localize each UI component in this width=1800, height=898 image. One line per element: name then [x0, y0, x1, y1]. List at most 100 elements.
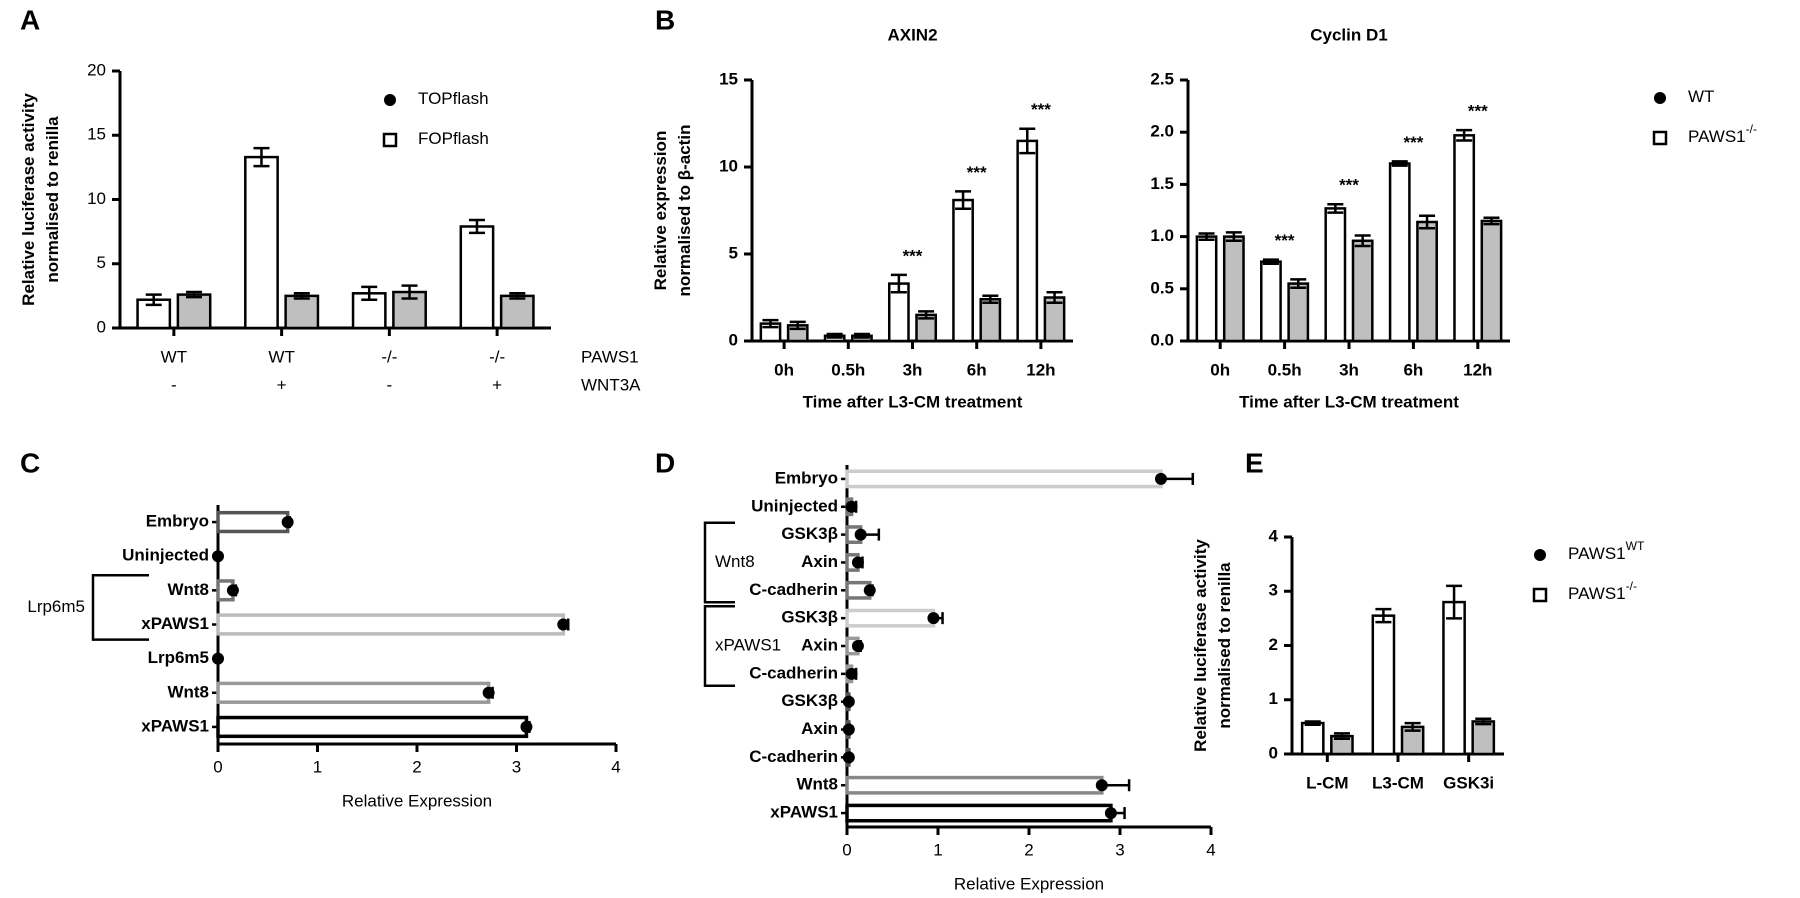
significance: *** [1403, 133, 1423, 152]
data-point [1154, 472, 1167, 485]
data-point [854, 528, 867, 541]
row-label: WNT3A [581, 375, 641, 394]
significance: *** [1339, 176, 1359, 195]
y-tick-label: Uninjected [751, 496, 838, 515]
y-tick-label: 2.0 [1150, 122, 1174, 141]
significance: *** [903, 246, 923, 265]
y-axis-label-line: normalised to renilla [43, 116, 62, 283]
x-tick-label: 2 [412, 757, 421, 776]
data-point [845, 500, 858, 513]
y-tick-label: 2 [1269, 635, 1278, 654]
x-tick-label: 0 [842, 840, 851, 859]
legend-name: PAWS1 [1568, 544, 1626, 563]
x-tick-label: -/- [489, 347, 505, 366]
y-tick-label: 2.5 [1150, 69, 1174, 88]
significance: *** [1275, 231, 1295, 250]
x-tick-label: WT [161, 347, 187, 366]
chart-title: AXIN2 [887, 25, 937, 44]
x-tick-label: 2 [1024, 840, 1033, 859]
legend-label: TOPflash [418, 89, 489, 108]
bar [1195, 235, 1218, 343]
panel-letter: D [655, 447, 675, 478]
x-tick-label: L-CM [1306, 773, 1348, 792]
x-axis-label: Time after L3-CM treatment [1239, 392, 1459, 411]
y-tick-label: 20 [87, 60, 106, 79]
bar [1260, 260, 1282, 343]
y-axis-label-text: Relative luciferase activity normalised t… [19, 93, 62, 306]
y-axis-label: Relative expression normalised to β-actin [651, 125, 694, 297]
data-point [842, 695, 855, 708]
y-tick-label: xPAWS1 [141, 614, 209, 633]
y-tick-label: Lrp6m5 [148, 648, 209, 667]
y-tick-label: 1.5 [1150, 174, 1174, 193]
x-tick-label: 6h [1403, 360, 1423, 379]
x-tick-label: 0.5h [831, 360, 865, 379]
significance: *** [1031, 100, 1051, 119]
x-tick-label: 12h [1463, 360, 1492, 379]
bar [216, 510, 290, 534]
data-point [212, 550, 224, 563]
bar [1471, 720, 1496, 756]
x-tick-label: 3 [512, 757, 521, 776]
y-tick-label: Embryo [146, 512, 209, 531]
y-tick-label: Uninjected [122, 546, 209, 565]
bar [845, 803, 1113, 823]
data-point [863, 584, 876, 597]
y-tick-label: Wnt8 [167, 682, 209, 701]
y-tick-label: xPAWS1 [141, 716, 209, 735]
bar [845, 775, 1104, 795]
data-point [1104, 807, 1117, 820]
data-point [281, 516, 294, 529]
bar [845, 608, 936, 628]
x-tick-label: 0h [774, 360, 794, 379]
y-tick-label: xPAWS1 [770, 803, 838, 822]
x-tick-label-2: - [171, 375, 177, 394]
y-tick-label: 0.0 [1150, 330, 1174, 349]
x-tick-label: 0.5h [1268, 360, 1302, 379]
bar [979, 297, 1002, 343]
data-point [927, 612, 940, 625]
x-axis-label: Relative Expression [954, 874, 1104, 893]
x-tick-label: WT [268, 347, 294, 366]
bar [1016, 139, 1039, 343]
bar [1351, 239, 1374, 343]
bar [1287, 282, 1310, 343]
y-tick-label: 4 [1269, 526, 1279, 545]
y-tick-label: Embryo [775, 468, 838, 487]
bar [845, 469, 1163, 489]
bar [284, 294, 320, 330]
x-tick-label: GSK3i [1443, 773, 1494, 792]
y-tick-label: C-cadherin [749, 747, 838, 766]
y-tick-label: Axin [801, 719, 838, 738]
y-tick-label: C-cadherin [749, 580, 838, 599]
legend-superscript: -/- [1746, 122, 1757, 136]
group-label: xPAWS1 [715, 635, 781, 654]
y-axis-label-line: normalised to β-actin [675, 125, 694, 297]
y-tick-label: Axin [801, 552, 838, 571]
legend-marker [1654, 92, 1666, 104]
x-tick-label: 0h [1210, 360, 1230, 379]
y-tick-label: 10 [719, 156, 738, 175]
legend-name: FOPflash [418, 129, 489, 148]
x-axis-label: Relative Expression [342, 791, 492, 810]
data-point [482, 686, 495, 699]
panel-letter: B [655, 4, 675, 35]
x-tick-label: 1 [933, 840, 942, 859]
y-tick-label: 15 [87, 125, 106, 144]
row-label: PAWS1 [581, 347, 639, 366]
x-tick-label: L3-CM [1372, 773, 1424, 792]
data-point [1095, 779, 1108, 792]
y-tick-label: 0 [729, 330, 738, 349]
significance: *** [1468, 102, 1488, 121]
x-tick-label: 1 [313, 757, 322, 776]
legend-label: WT [1688, 87, 1714, 106]
y-axis-label-text: Relative luciferase activity normalised t… [1191, 539, 1234, 752]
bar [459, 225, 495, 330]
panel-letter: C [20, 447, 40, 478]
y-axis-label: Relative luciferase activity normalised t… [1191, 539, 1234, 752]
x-tick-label: 3h [903, 360, 923, 379]
legend-label: PAWS1-/- [1568, 579, 1637, 603]
legend-superscript: WT [1626, 539, 1645, 553]
legend-label: FOPflash [418, 129, 489, 148]
